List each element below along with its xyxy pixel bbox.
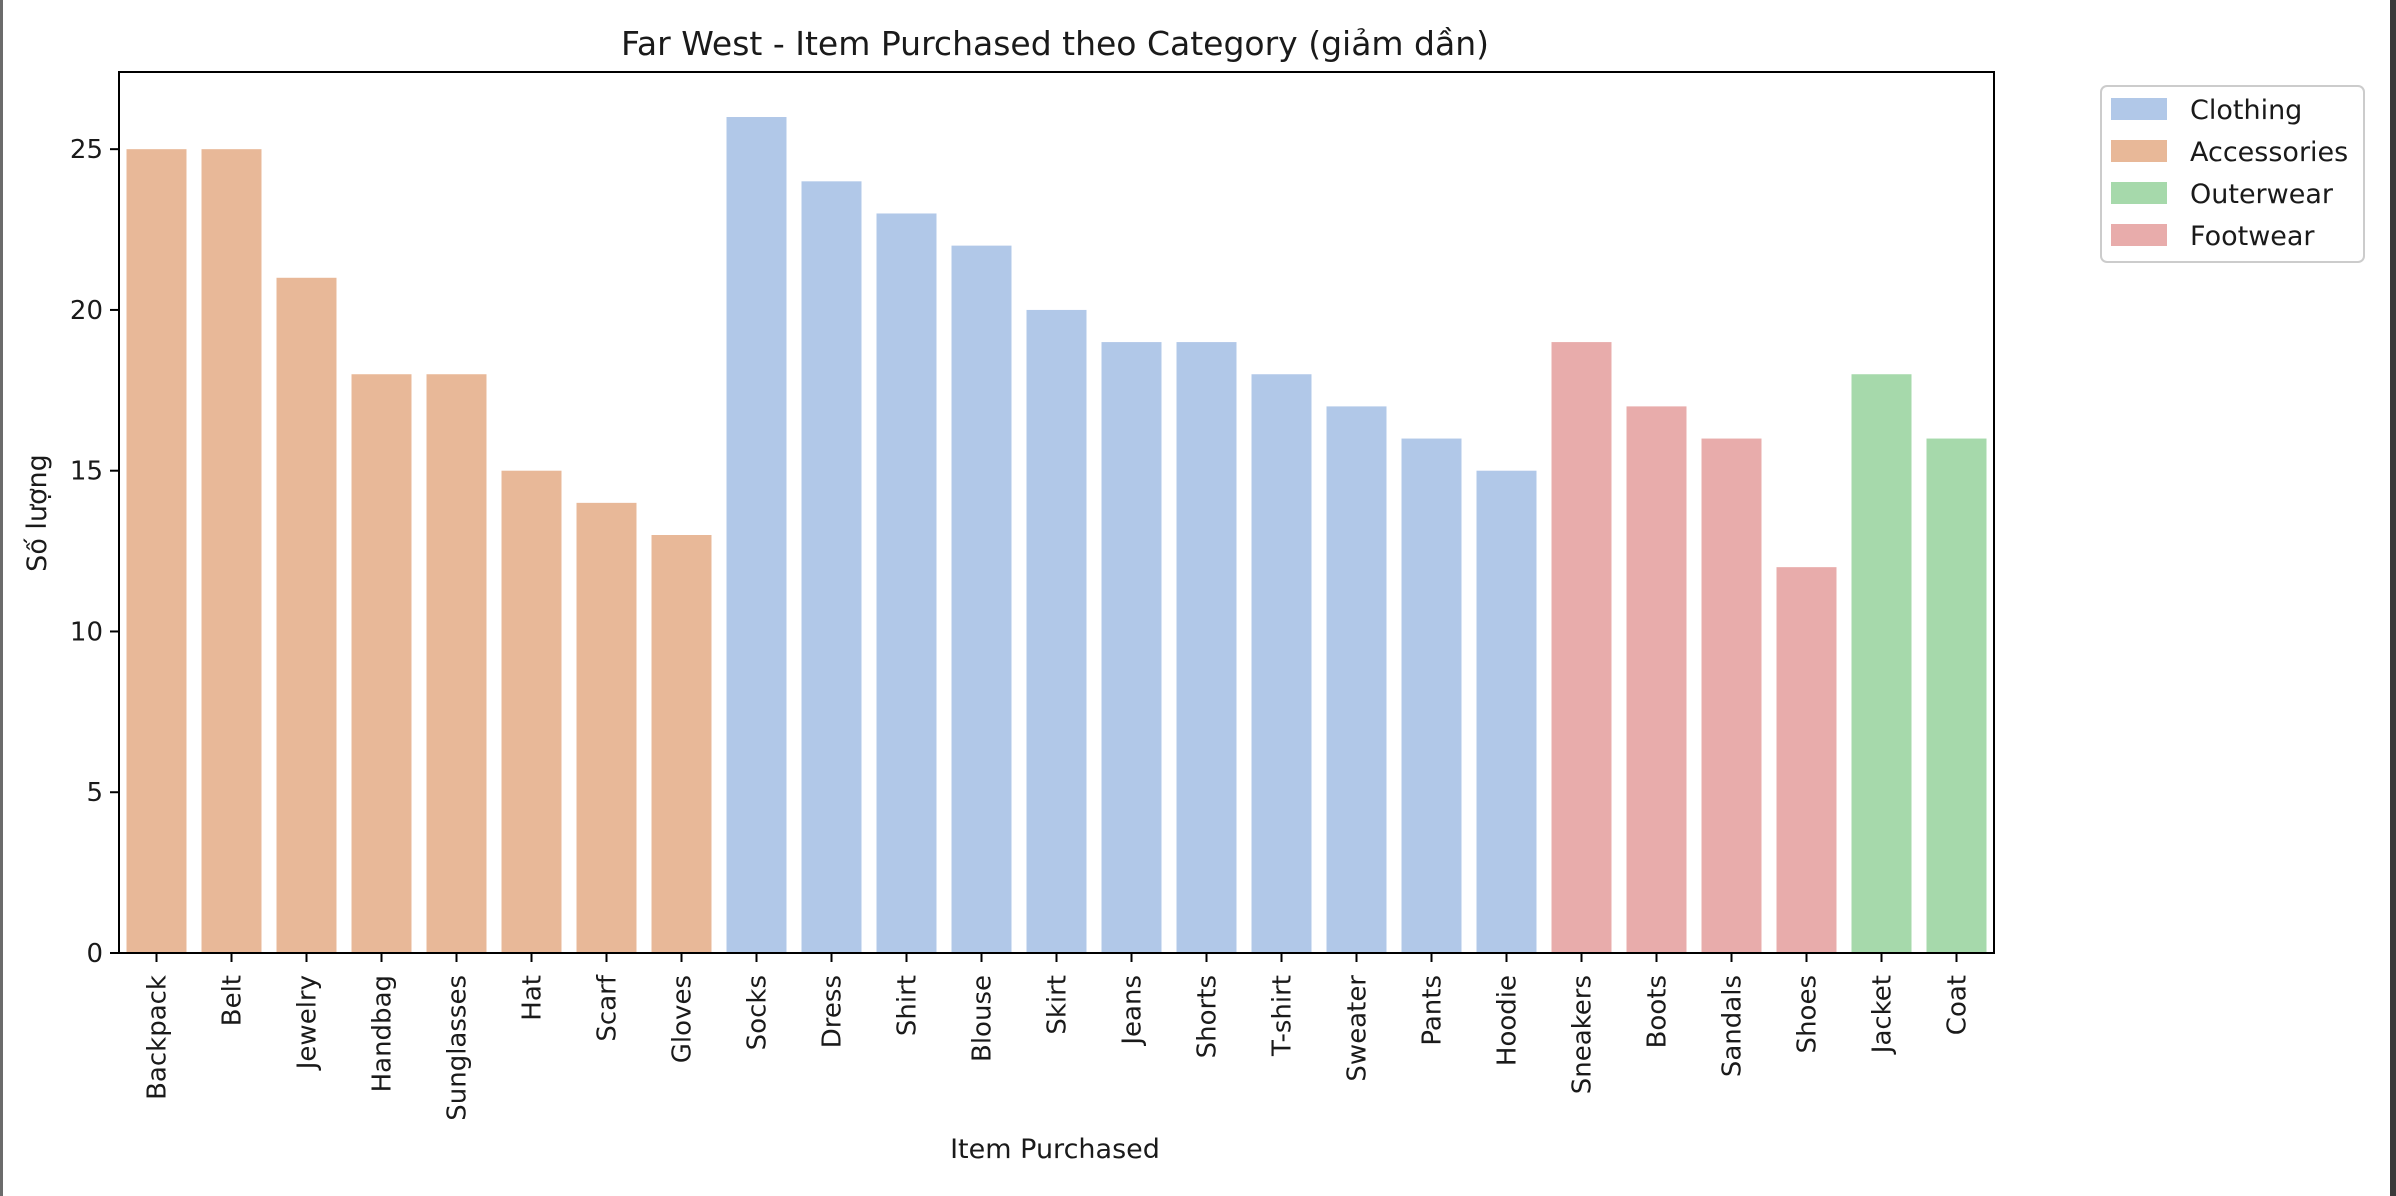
bar-hoodie — [1476, 470, 1537, 953]
bar-shorts — [1176, 342, 1237, 954]
y-tick-label: 10 — [70, 617, 103, 647]
bar-coat — [1926, 438, 1987, 953]
bar-sandals — [1701, 438, 1762, 953]
bar-shirt — [876, 213, 937, 954]
left-window-border — [0, 0, 3, 1196]
x-tick-label: Blouse — [968, 975, 998, 1062]
x-tick-label: Coat — [1943, 975, 1973, 1035]
x-tick-label: Dress — [818, 975, 848, 1048]
bar-skirt — [1026, 309, 1087, 953]
y-tick-label: 25 — [70, 135, 103, 165]
x-tick-label: Jewelry — [293, 975, 323, 1071]
legend-swatch-outerwear — [2111, 182, 2167, 204]
legend-label-accessories: Accessories — [2190, 137, 2348, 168]
x-tick-label: Handbag — [368, 975, 398, 1092]
x-tick-label: Boots — [1643, 975, 1673, 1048]
x-tick-label: Hat — [518, 975, 548, 1021]
bar-sneakers — [1551, 342, 1612, 954]
bar-dress — [801, 181, 862, 953]
x-tick-label: Hoodie — [1493, 975, 1523, 1066]
x-tick-label: Jacket — [1868, 975, 1898, 1055]
bar-shoes — [1776, 567, 1837, 953]
bar-sweater — [1326, 406, 1387, 953]
right-window-border — [2390, 0, 2396, 1196]
x-tick-label: Pants — [1418, 975, 1448, 1046]
x-tick-label: Socks — [743, 975, 773, 1050]
bar-jeans — [1101, 342, 1162, 954]
x-tick-label: Backpack — [143, 975, 173, 1100]
legend-swatch-accessories — [2111, 140, 2167, 162]
bar-jacket — [1851, 374, 1912, 953]
bar-blouse — [951, 245, 1012, 953]
x-tick-label: Sandals — [1718, 975, 1748, 1077]
x-tick-label: Sunglasses — [443, 975, 473, 1121]
y-axis: 0 5 10 15 20 25 — [70, 135, 119, 969]
x-tick-label: Skirt — [1043, 975, 1073, 1035]
legend: Clothing Accessories Outerwear Footwear — [2100, 85, 2365, 263]
x-tick-label: Shoes — [1793, 975, 1823, 1053]
y-tick-label: 5 — [86, 778, 103, 808]
x-tick-label: T-shirt — [1268, 975, 1298, 1057]
legend-swatch-clothing — [2111, 98, 2167, 120]
x-tick-label: Gloves — [668, 975, 698, 1063]
bar-hat — [501, 470, 562, 953]
y-tick-label: 0 — [86, 939, 103, 969]
legend-label-clothing: Clothing — [2190, 95, 2302, 126]
bar-boots — [1626, 406, 1687, 953]
y-axis-label: Số lượng — [22, 454, 53, 572]
bar-gloves — [651, 535, 712, 953]
x-tick-label: Shorts — [1193, 975, 1223, 1058]
chart-title: Far West - Item Purchased theo Category … — [621, 24, 1489, 63]
bar-backpack — [126, 149, 187, 954]
legend-swatch-footwear — [2111, 224, 2167, 246]
legend-box — [2100, 85, 2365, 263]
legend-label-footwear: Footwear — [2190, 221, 2315, 252]
x-tick-label: Sweater — [1343, 975, 1373, 1082]
bar-sunglasses — [426, 374, 487, 953]
y-tick-label: 20 — [70, 296, 103, 326]
x-tick-label: Sneakers — [1568, 975, 1598, 1094]
bar-jewelry — [276, 277, 337, 953]
x-tick-label: Scarf — [593, 974, 623, 1041]
bar-pants — [1401, 438, 1462, 953]
x-tick-label: Shirt — [893, 975, 923, 1036]
bar-belt — [201, 149, 262, 954]
x-axis-label: Item Purchased — [950, 1134, 1160, 1165]
bar-scarf — [576, 502, 637, 953]
x-axis: Backpack Belt Jewelry Handbag Sunglasses Hat S… — [143, 953, 1973, 1121]
y-tick-label: 15 — [70, 457, 103, 487]
bar-handbag — [351, 374, 412, 953]
x-tick-label: Belt — [218, 975, 248, 1026]
bar-socks — [726, 117, 787, 953]
legend-label-outerwear: Outerwear — [2190, 179, 2334, 210]
bars-group — [126, 117, 1987, 954]
x-tick-label: Jeans — [1118, 975, 1148, 1047]
bar-t-shirt — [1251, 374, 1312, 953]
